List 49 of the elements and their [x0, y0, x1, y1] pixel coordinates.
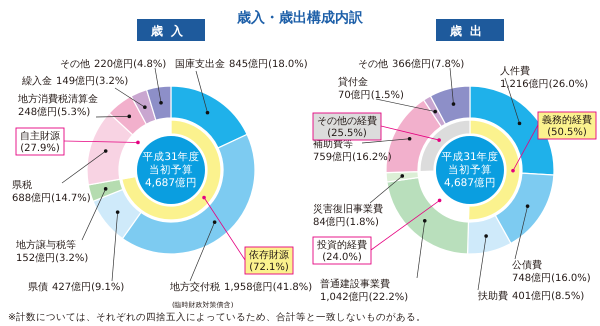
chart-title: 歳入・歳出構成内訳: [236, 10, 364, 26]
slice-label: 県税: [12, 179, 32, 191]
data-label: 845億円(18.0%): [229, 58, 308, 70]
text: 平成31年度: [142, 150, 200, 163]
slice-label: 地方交付税: [169, 281, 220, 293]
data-label: (27.9%): [20, 143, 60, 154]
text: 4,687億円: [144, 176, 198, 189]
data-label: 248億円(5.3%): [18, 106, 90, 118]
slice-label: 地方消費税清算金: [17, 93, 98, 105]
slice-label: 公債費: [512, 259, 542, 271]
slice-label: その他: [60, 58, 90, 70]
slice-label: 依存財源: [249, 249, 289, 261]
slice-label: 普通建設事業費: [320, 278, 390, 290]
data-label: (24.0%): [322, 252, 362, 263]
data-label: 152億円(3.2%): [16, 252, 88, 264]
data-label: 70億円(1.5%): [338, 89, 404, 101]
data-label: 1,042億円(22.2%): [320, 291, 408, 303]
data-label: 401億円(8.5%): [512, 290, 584, 302]
text: 平成31年度: [441, 150, 499, 163]
data-label: 427億円(9.1%): [52, 281, 124, 293]
chart-subtitle: 歳入: [150, 24, 191, 38]
data-label: 149億円(3.2%): [56, 75, 128, 87]
text: 当初予算: [149, 163, 193, 176]
slice-label: 自主財源: [20, 130, 60, 142]
data-label: 1,958億円(41.8%): [224, 281, 312, 293]
data-label: 759億円(16.2%): [313, 151, 392, 163]
slice-label: 地方譲与税等: [15, 239, 76, 251]
data-label: 748億円(16.0%): [512, 272, 591, 284]
data-label: 366億円(7.8%): [392, 58, 464, 70]
data-label: (72.1%): [249, 262, 289, 273]
slice-label: その他: [358, 58, 388, 70]
slice-label: 貸付金: [338, 76, 368, 88]
chart-title: 歳出: [449, 24, 490, 38]
data-label: 84億円(1.8%): [313, 216, 380, 228]
slice-label: 国庫支出金: [175, 58, 225, 70]
data-label: 688億円(14.7%): [12, 192, 91, 204]
slice-label: 義務的経費: [542, 114, 592, 126]
text: ※計数については、それぞれの四捨五入によっているため、合計等と一致しないものがある。: [8, 311, 426, 323]
slice-label: 人件費: [500, 65, 530, 77]
text: 当初予算: [448, 163, 492, 176]
slice-label: 扶助費: [477, 290, 508, 302]
slice-label: 繰入金: [21, 75, 52, 87]
slice-label: その他の経費: [317, 115, 377, 127]
data-label: (25.5%): [327, 128, 367, 139]
slice-label: 災害復旧事業費: [313, 203, 383, 215]
slice-label: 投資的経費: [316, 239, 367, 251]
data-label: 220億円(4.8%): [94, 58, 166, 70]
data-label: (50.5%): [547, 127, 587, 138]
slice-label: 県債: [28, 281, 48, 293]
